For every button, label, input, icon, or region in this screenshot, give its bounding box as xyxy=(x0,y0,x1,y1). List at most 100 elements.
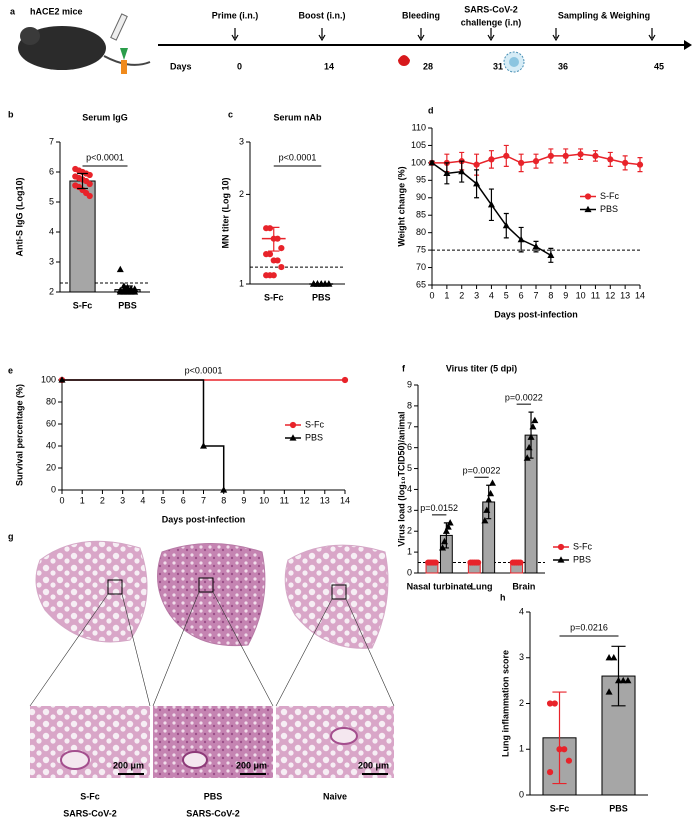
y-tick-label: 0 xyxy=(519,789,524,799)
x-tick-label: 11 xyxy=(591,290,600,300)
x-tick-label: 6 xyxy=(181,495,186,505)
legend-marker xyxy=(289,434,297,441)
point xyxy=(622,159,629,166)
point xyxy=(607,156,614,163)
bar xyxy=(69,180,96,293)
p-value: p<0.0001 xyxy=(279,152,317,162)
y-tick-label: 105 xyxy=(411,140,426,150)
x-tick-label: S-Fc xyxy=(73,300,93,310)
x-tick-label: Brain xyxy=(512,581,535,591)
y-tick-label: 2 xyxy=(49,286,54,296)
x-tick-label: 0 xyxy=(429,290,434,300)
point xyxy=(551,700,558,707)
point xyxy=(266,251,274,258)
point xyxy=(503,152,510,160)
x-tick-label: Lung xyxy=(471,581,493,591)
x-tick-label: 5 xyxy=(504,290,509,300)
x-tick-label: 2 xyxy=(459,290,464,300)
event-day: 14 xyxy=(324,61,334,71)
point xyxy=(517,559,524,566)
y-tick-label: 3 xyxy=(519,652,524,662)
y-tick-label: 4 xyxy=(407,484,412,494)
chart-title: Serum IgG xyxy=(82,112,128,122)
panel-label: h xyxy=(500,592,506,602)
y-tick-label: 2 xyxy=(239,189,244,199)
legend-label: PBS xyxy=(573,554,591,564)
panel-label: c xyxy=(228,109,233,119)
panel-label: f xyxy=(402,363,406,373)
y-tick-label: 8 xyxy=(407,400,412,410)
x-tick-label: 7 xyxy=(201,495,206,505)
error-bar xyxy=(486,484,492,520)
y-tick-label: 4 xyxy=(49,226,54,236)
x-tick-label: 5 xyxy=(161,495,166,505)
y-tick-label: 110 xyxy=(412,122,426,132)
x-tick-label: 4 xyxy=(489,290,494,300)
p-value: p=0.0022 xyxy=(463,466,501,476)
x-tick-label: 1 xyxy=(80,495,85,505)
point xyxy=(458,167,466,175)
error-bar xyxy=(528,411,534,459)
point xyxy=(624,676,632,684)
mouse-icon xyxy=(18,13,151,74)
x-tick-label: 3 xyxy=(120,495,125,505)
y-axis-title: Anti-S IgG (Log10) xyxy=(14,178,24,257)
y-tick-label: 2 xyxy=(407,526,412,536)
point xyxy=(523,454,531,461)
event-day: 36 xyxy=(558,61,568,71)
y-tick-label: 1 xyxy=(519,744,524,754)
point xyxy=(475,559,482,566)
error-bar xyxy=(268,226,280,252)
panel-label: e xyxy=(8,365,13,375)
event-day: 31 xyxy=(493,61,503,71)
x-tick-label: 1 xyxy=(444,290,449,300)
virus-icon xyxy=(503,51,525,73)
point xyxy=(274,257,281,264)
x-tick-label: 12 xyxy=(300,495,310,505)
event-day: 0 xyxy=(237,61,242,71)
x-tick-label: PBS xyxy=(312,292,331,302)
image-label: Naive xyxy=(323,791,347,801)
point xyxy=(531,416,539,424)
y-tick-label: 5 xyxy=(49,196,54,206)
x-tick-label: 2 xyxy=(100,495,105,505)
error-bar xyxy=(77,172,88,190)
x-tick-label: 13 xyxy=(320,495,330,505)
y-tick-label: 0 xyxy=(51,484,56,494)
legend-label: PBS xyxy=(600,204,618,214)
point xyxy=(86,180,93,188)
y-tick-label: 100 xyxy=(411,157,426,167)
y-tick-label: 2 xyxy=(519,698,524,708)
point xyxy=(605,653,613,661)
event-arrow xyxy=(552,28,560,42)
point xyxy=(610,653,618,661)
event-arrow xyxy=(231,28,239,42)
image-label: SARS-CoV-2 xyxy=(63,808,117,818)
event-label: SARS-CoV-2 xyxy=(464,4,518,14)
span-label: Sampling & Weighing xyxy=(558,10,650,20)
event-label: Boost (i.n.) xyxy=(299,10,346,20)
point xyxy=(546,700,554,707)
y-axis-title: Virus load (log₁₀TCID50)/animal xyxy=(396,411,406,546)
panel-label: g xyxy=(8,531,14,541)
y-tick-label: 9 xyxy=(407,379,412,389)
y-tick-label: 60 xyxy=(46,418,56,428)
y-tick-label: 3 xyxy=(407,505,412,515)
error-bar xyxy=(611,645,626,707)
x-tick-label: 10 xyxy=(576,290,586,300)
point xyxy=(518,159,525,166)
image-label: SARS-CoV-2 xyxy=(186,808,240,818)
legend-label: S-Fc xyxy=(573,541,592,551)
survival-line xyxy=(62,379,225,490)
x-tick-label: 7 xyxy=(533,290,538,300)
x-tick-label: 9 xyxy=(241,495,246,505)
event-arrow xyxy=(487,28,495,42)
y-axis-title: Survival percentage (%) xyxy=(14,384,24,486)
days-label: Days xyxy=(170,61,192,71)
point xyxy=(86,171,93,179)
y-tick-label: 0 xyxy=(407,567,412,577)
point xyxy=(439,544,447,551)
point xyxy=(278,245,285,252)
point xyxy=(86,192,93,200)
point xyxy=(58,376,66,383)
